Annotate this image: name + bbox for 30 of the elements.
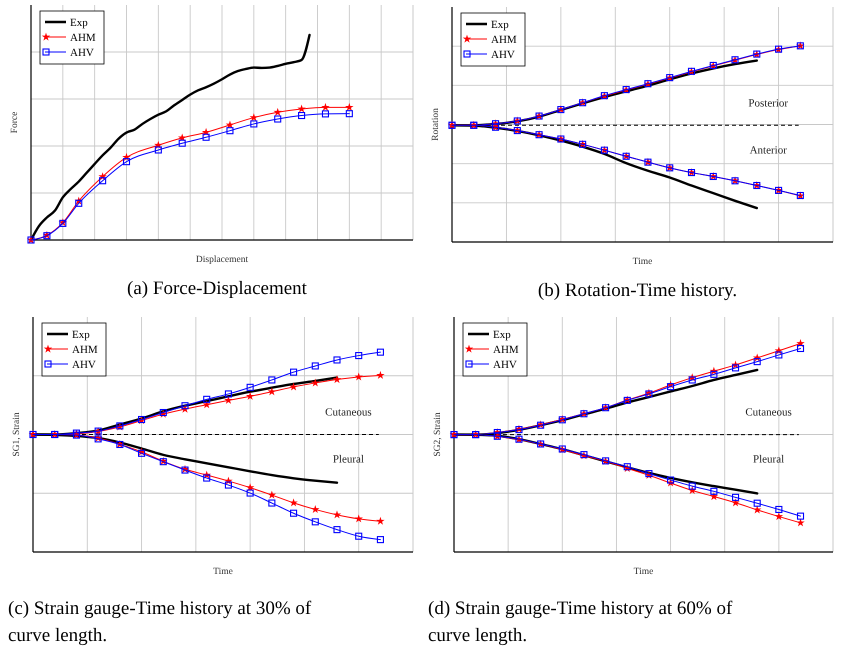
annotation: Pleural: [332, 454, 364, 466]
x-axis-title: Displacement: [196, 255, 248, 265]
legend-label: Exp: [70, 17, 88, 29]
legend-label: Exp: [493, 329, 512, 341]
x-axis-title: Time: [634, 567, 654, 577]
text: (d) Strain gauge-Time history at 60% of curve length.: [428, 598, 733, 646]
legend-label: AHM: [491, 34, 517, 46]
legend-label: AHV: [491, 49, 515, 61]
legend-label: AHV: [70, 47, 94, 59]
legend-label: Exp: [491, 19, 510, 31]
text: (c) Strain gauge-Time history at 30% of curve length.: [8, 598, 312, 646]
annotation: Posterior: [748, 97, 788, 110]
annotation: Anterior: [750, 144, 788, 156]
annotation: Cutaneous: [745, 406, 792, 419]
x-axis-title: Time: [213, 567, 233, 577]
annotation: Pleural: [752, 454, 784, 466]
y-axis-title: Force: [10, 112, 20, 134]
legend-label: Exp: [72, 329, 90, 341]
y-axis-title: SG2, Strain: [433, 412, 443, 457]
y-axis-title: Rotation: [431, 108, 441, 141]
text: (b) Rotation-Time history.: [538, 280, 738, 301]
legend-label: AHV: [72, 359, 96, 371]
y-axis-title: SG1, Strain: [12, 412, 22, 457]
legend-label: AHM: [72, 344, 98, 356]
text: (a) Force-Displacement: [127, 278, 308, 299]
annotation: Cutaneous: [325, 406, 372, 418]
legend-label: AHM: [493, 344, 519, 356]
x-axis-title: Time: [632, 257, 652, 267]
legend-label: AHV: [493, 359, 517, 371]
legend-label: AHM: [70, 32, 96, 44]
